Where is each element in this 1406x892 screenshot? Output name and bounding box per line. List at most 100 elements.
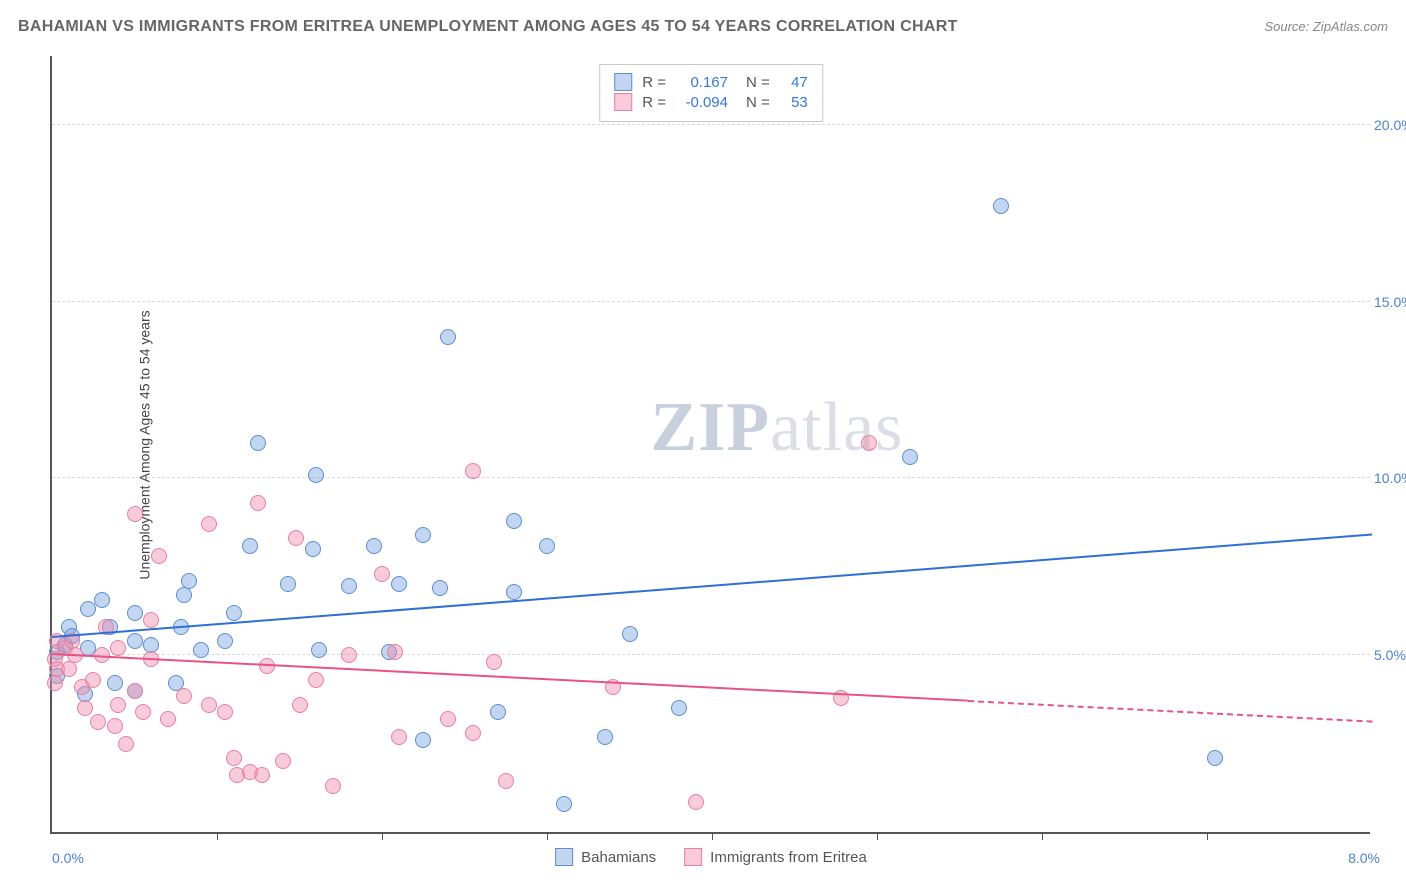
- x-tick: [1042, 832, 1043, 840]
- data-point-bahamians: [366, 538, 382, 554]
- data-point-bahamians: [181, 573, 197, 589]
- trend-line-eritrea-dash: [968, 700, 1372, 723]
- legend-swatch-eritrea: [614, 93, 632, 111]
- data-point-eritrea: [201, 516, 217, 532]
- y-tick-label: 5.0%: [1374, 647, 1406, 663]
- data-point-bahamians: [415, 527, 431, 543]
- r-value: 0.167: [676, 74, 728, 91]
- data-point-bahamians: [556, 796, 572, 812]
- y-tick-label: 10.0%: [1374, 470, 1406, 486]
- data-point-eritrea: [217, 704, 233, 720]
- data-point-eritrea: [254, 767, 270, 783]
- data-point-eritrea: [176, 688, 192, 704]
- data-point-eritrea: [47, 675, 63, 691]
- data-point-bahamians: [193, 642, 209, 658]
- data-point-bahamians: [622, 626, 638, 642]
- data-point-eritrea: [288, 530, 304, 546]
- data-point-bahamians: [250, 435, 266, 451]
- data-point-eritrea: [226, 750, 242, 766]
- data-point-bahamians: [107, 675, 123, 691]
- x-tick: [547, 832, 548, 840]
- data-point-eritrea: [110, 640, 126, 656]
- data-point-eritrea: [160, 711, 176, 727]
- data-point-bahamians: [242, 538, 258, 554]
- data-point-eritrea: [325, 778, 341, 794]
- data-point-bahamians: [671, 700, 687, 716]
- watermark-bold: ZIP: [650, 389, 770, 466]
- data-point-bahamians: [391, 576, 407, 592]
- data-point-eritrea: [90, 714, 106, 730]
- data-point-bahamians: [217, 633, 233, 649]
- data-point-eritrea: [61, 661, 77, 677]
- data-point-eritrea: [440, 711, 456, 727]
- data-point-eritrea: [110, 697, 126, 713]
- y-gridline: [52, 301, 1370, 302]
- data-point-bahamians: [506, 513, 522, 529]
- x-axis-end-label: 8.0%: [1348, 850, 1380, 866]
- r-label: R =: [642, 94, 666, 111]
- data-point-eritrea: [465, 725, 481, 741]
- chart-title: BAHAMIAN VS IMMIGRANTS FROM ERITREA UNEM…: [18, 18, 958, 36]
- data-point-bahamians: [415, 732, 431, 748]
- data-point-bahamians: [94, 592, 110, 608]
- data-point-eritrea: [127, 506, 143, 522]
- data-point-bahamians: [176, 587, 192, 603]
- data-point-bahamians: [280, 576, 296, 592]
- data-point-bahamians: [539, 538, 555, 554]
- data-point-eritrea: [143, 612, 159, 628]
- data-point-bahamians: [1207, 750, 1223, 766]
- data-point-eritrea: [250, 495, 266, 511]
- y-tick-label: 20.0%: [1374, 117, 1406, 133]
- data-point-bahamians: [311, 642, 327, 658]
- legend-swatch-bahamians: [555, 848, 573, 866]
- n-value: 53: [780, 94, 808, 111]
- watermark-light: atlas: [770, 389, 903, 466]
- data-point-eritrea: [201, 697, 217, 713]
- scatter-plot: ZIPatlas R =0.167N =47R =-0.094N =53 0.0…: [50, 56, 1370, 834]
- y-gridline: [52, 477, 1370, 478]
- legend-item-eritrea: Immigrants from Eritrea: [684, 848, 867, 866]
- data-point-bahamians: [440, 329, 456, 345]
- data-point-eritrea: [498, 773, 514, 789]
- data-point-bahamians: [127, 633, 143, 649]
- chart-source: Source: ZipAtlas.com: [1264, 19, 1388, 34]
- data-point-eritrea: [465, 463, 481, 479]
- bottom-legend: Bahamians Immigrants from Eritrea: [555, 848, 867, 866]
- y-gridline: [52, 124, 1370, 125]
- data-point-eritrea: [107, 718, 123, 734]
- data-point-eritrea: [374, 566, 390, 582]
- data-point-bahamians: [226, 605, 242, 621]
- data-point-bahamians: [597, 729, 613, 745]
- x-tick: [1207, 832, 1208, 840]
- data-point-eritrea: [275, 753, 291, 769]
- watermark: ZIPatlas: [650, 388, 903, 468]
- data-point-bahamians: [993, 198, 1009, 214]
- data-point-eritrea: [135, 704, 151, 720]
- data-point-eritrea: [486, 654, 502, 670]
- data-point-eritrea: [85, 672, 101, 688]
- stats-row-eritrea: R =-0.094N =53: [614, 93, 808, 111]
- legend-swatch-bahamians: [614, 73, 632, 91]
- y-tick-label: 15.0%: [1374, 294, 1406, 310]
- data-point-bahamians: [127, 605, 143, 621]
- plot-area: Unemployment Among Ages 45 to 54 years Z…: [50, 56, 1370, 834]
- legend-item-bahamians: Bahamians: [555, 848, 656, 866]
- x-tick: [877, 832, 878, 840]
- data-point-eritrea: [127, 683, 143, 699]
- data-point-eritrea: [292, 697, 308, 713]
- x-tick: [712, 832, 713, 840]
- data-point-bahamians: [506, 584, 522, 600]
- data-point-bahamians: [902, 449, 918, 465]
- data-point-eritrea: [118, 736, 134, 752]
- stats-row-bahamians: R =0.167N =47: [614, 73, 808, 91]
- data-point-eritrea: [688, 794, 704, 810]
- x-tick: [382, 832, 383, 840]
- legend-swatch-eritrea: [684, 848, 702, 866]
- x-tick: [217, 832, 218, 840]
- data-point-eritrea: [308, 672, 324, 688]
- legend-label: Bahamians: [581, 849, 656, 866]
- y-gridline: [52, 654, 1370, 655]
- data-point-bahamians: [432, 580, 448, 596]
- n-label: N =: [746, 74, 770, 91]
- data-point-bahamians: [308, 467, 324, 483]
